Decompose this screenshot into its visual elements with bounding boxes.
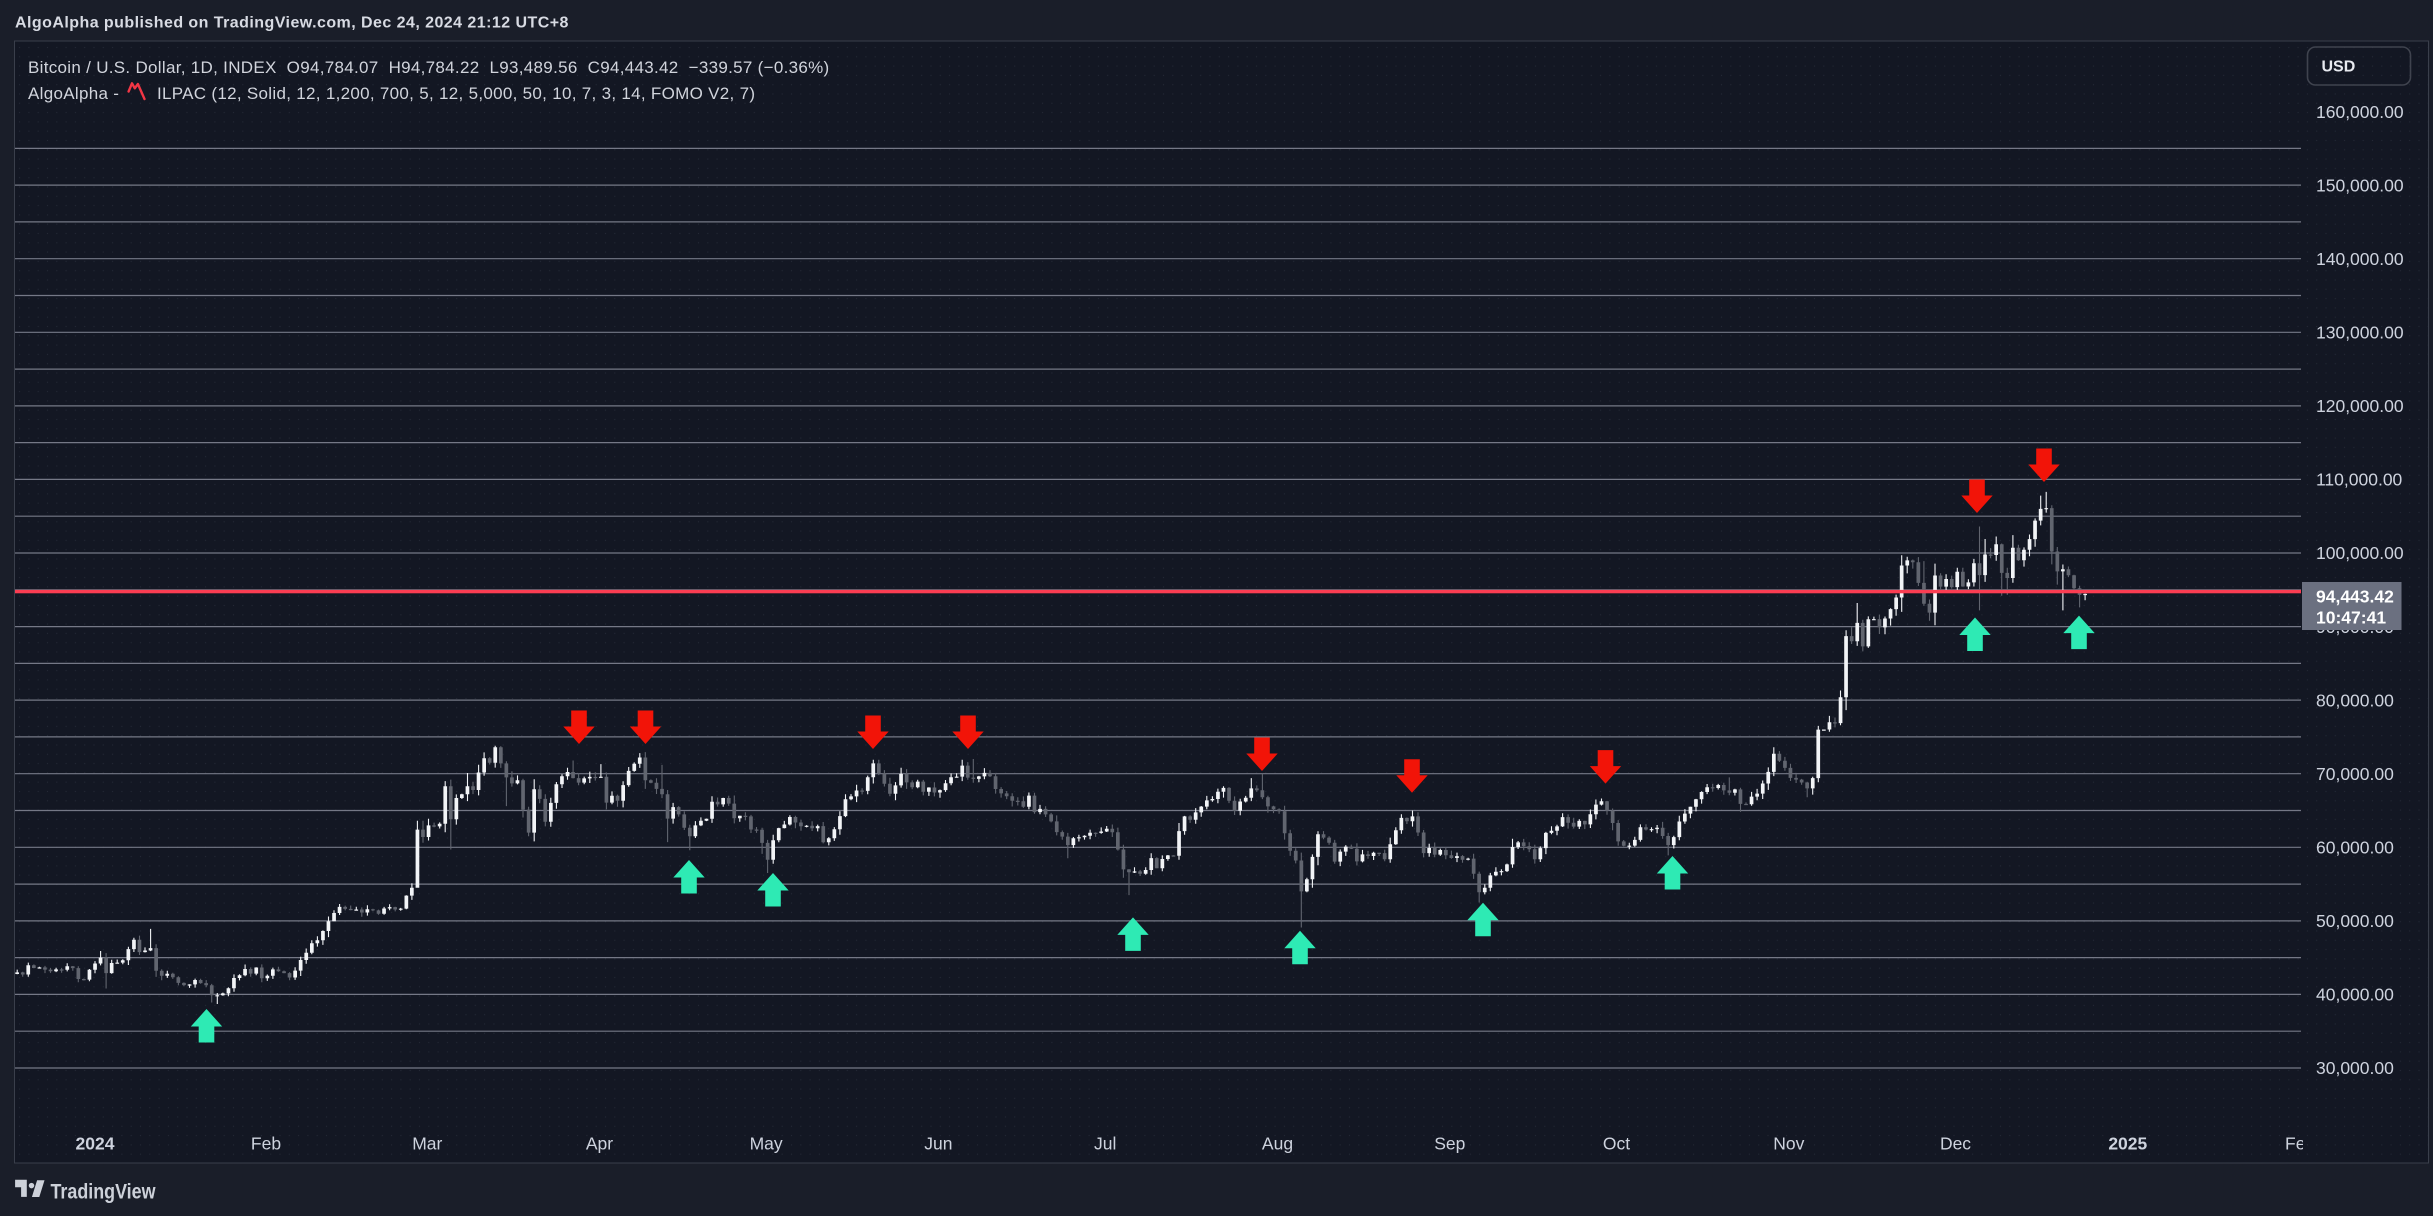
- svg-text:2024: 2024: [76, 1134, 115, 1154]
- svg-text:TradingView: TradingView: [51, 1179, 156, 1203]
- svg-text:2025: 2025: [2108, 1134, 2147, 1154]
- svg-text:Dec: Dec: [1940, 1134, 1971, 1154]
- svg-text:94,443.42: 94,443.42: [2316, 587, 2394, 607]
- svg-text:AlgoAlpha -: AlgoAlpha -: [28, 84, 119, 103]
- svg-text:USD: USD: [2322, 59, 2356, 76]
- svg-text:ILPAC (12, Solid, 12, 1,200, 7: ILPAC (12, Solid, 12, 1,200, 700, 5, 12,…: [157, 84, 755, 103]
- svg-text:Bitcoin / U.S. Dollar, 1D, IND: Bitcoin / U.S. Dollar, 1D, INDEX O94,784…: [28, 58, 830, 77]
- svg-text:Aug: Aug: [1262, 1134, 1293, 1154]
- svg-text:Sep: Sep: [1434, 1134, 1465, 1154]
- svg-text:May: May: [750, 1134, 783, 1154]
- svg-text:Apr: Apr: [586, 1134, 613, 1154]
- svg-text:AlgoAlpha published on Trading: AlgoAlpha published on TradingView.com, …: [15, 15, 569, 32]
- svg-text:130,000.00: 130,000.00: [2316, 323, 2404, 343]
- svg-text:110,000.00: 110,000.00: [2316, 470, 2403, 490]
- svg-text:Nov: Nov: [1773, 1134, 1804, 1154]
- svg-text:30,000.00: 30,000.00: [2316, 1058, 2394, 1078]
- svg-text:Jun: Jun: [924, 1134, 952, 1154]
- svg-text:Feb: Feb: [251, 1134, 281, 1154]
- svg-text:Feb: Feb: [2285, 1134, 2315, 1154]
- svg-text:40,000.00: 40,000.00: [2316, 985, 2394, 1005]
- svg-text:150,000.00: 150,000.00: [2316, 175, 2404, 195]
- svg-text:140,000.00: 140,000.00: [2316, 249, 2404, 269]
- svg-text:10:47:41: 10:47:41: [2316, 608, 2386, 628]
- svg-text:100,000.00: 100,000.00: [2316, 543, 2404, 563]
- svg-text:160,000.00: 160,000.00: [2316, 102, 2404, 122]
- svg-text:120,000.00: 120,000.00: [2316, 396, 2404, 416]
- svg-text:50,000.00: 50,000.00: [2316, 911, 2394, 931]
- svg-text:Oct: Oct: [1603, 1134, 1630, 1154]
- svg-text:80,000.00: 80,000.00: [2316, 690, 2394, 710]
- svg-text:70,000.00: 70,000.00: [2316, 764, 2394, 784]
- svg-text:60,000.00: 60,000.00: [2316, 838, 2394, 858]
- svg-text:Jul: Jul: [1094, 1134, 1116, 1154]
- svg-text:Mar: Mar: [412, 1134, 442, 1154]
